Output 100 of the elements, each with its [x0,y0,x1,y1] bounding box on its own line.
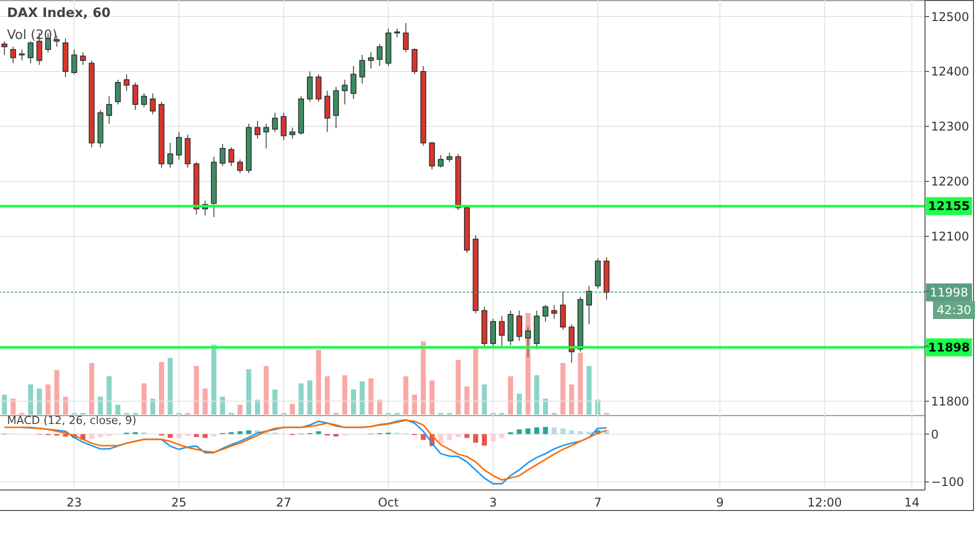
bar [194,366,199,415]
y-tick-label: 12400 [931,64,970,79]
bar [456,434,461,437]
y-tick-label: −100 [931,475,964,490]
text: 42:30 [933,301,975,319]
candlestick [114,79,121,105]
candlestick [342,79,348,105]
bar [377,400,382,415]
x-tick-label: Oct [378,496,399,510]
ref-line-label: 12155 [928,199,970,214]
bar [482,434,487,446]
candlestick [429,141,435,170]
candlestick [516,310,522,342]
bar [578,431,583,434]
candlestick [106,96,112,124]
bar [350,390,356,415]
candlestick [560,290,566,330]
bar [316,350,322,415]
candlestick [167,142,174,168]
candlestick [254,120,260,140]
x-tick-label: 7 [594,496,602,510]
bar [499,434,504,438]
candlestick [412,48,418,75]
y-tick-label: 12200 [931,174,970,189]
candlestick [542,304,548,322]
bar [220,396,226,415]
bar [569,430,574,434]
bar [430,380,435,415]
candlestick [350,65,356,100]
bar [534,427,540,434]
bar [360,381,365,415]
bar [246,369,252,415]
candlestick [124,74,130,92]
bar [490,434,496,442]
bar [586,366,592,415]
bar [586,432,592,434]
candlestick [71,48,78,75]
ref-line-label: 11998 [930,285,968,300]
y-tick-label: 11800 [931,394,970,409]
candlestick [525,326,531,358]
bar [508,376,514,415]
candlestick [263,123,270,149]
bar [115,404,120,415]
bar [98,434,103,437]
bar [63,396,68,415]
candlestick [438,154,444,168]
candlestick [132,82,138,110]
bar [176,434,182,438]
bar [324,376,330,415]
candlestick [10,46,16,64]
bar [36,388,42,415]
bar [168,434,173,438]
bar [403,376,408,415]
candlestick [228,146,234,166]
text: DAX Index, 60 [6,6,112,22]
candlestick [306,70,313,102]
bar [106,376,112,415]
y-tick-label: 12300 [931,120,970,134]
candlestick [2,40,8,56]
bar [560,362,566,415]
candlestick [490,318,496,348]
bar [560,428,566,434]
bar [516,394,522,415]
candlestick [586,285,592,325]
bar [578,352,583,415]
bar [54,370,60,415]
bar [168,358,173,415]
bar [526,428,531,434]
candlestick [150,92,156,115]
candlestick [402,22,409,53]
bar [298,383,304,415]
chart-title: MACD (12, 26, close, 9) [6,414,138,427]
candlestick [324,90,330,132]
bar [552,427,557,434]
candlestick [498,316,505,348]
candlestick [368,52,374,70]
candlestick [316,74,322,102]
bar [238,431,243,434]
bar [316,431,322,434]
candlestick [220,144,226,166]
bar [158,362,164,415]
bar [264,366,269,415]
ref-line-label: 11898 [928,340,970,354]
x-tick-label: 23 [66,496,82,510]
bar [368,378,374,415]
bar [516,429,522,434]
x-tick-label: 9 [716,496,724,510]
bar [438,434,444,444]
bar [246,430,252,434]
bar [542,426,548,434]
bar [473,348,478,415]
bar [211,344,216,415]
bar [534,375,540,415]
candlestick [359,54,366,84]
bar [194,434,199,437]
bar [456,360,461,415]
bar [202,388,208,415]
bar [542,398,548,415]
bar [98,396,103,415]
candlestick [18,48,25,61]
